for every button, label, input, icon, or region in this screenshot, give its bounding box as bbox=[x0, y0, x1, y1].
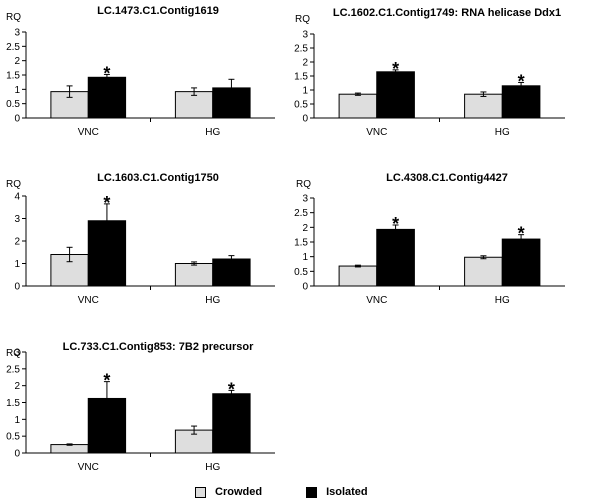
y-tick-label: 1 bbox=[302, 86, 308, 97]
y-tick-label: 1.5 bbox=[6, 71, 20, 82]
y-axis-label: RQ bbox=[6, 12, 21, 23]
category-label: VNC bbox=[78, 295, 99, 306]
y-tick-label: 2.5 bbox=[6, 42, 20, 53]
y-tick-label: 1 bbox=[14, 259, 20, 270]
bar-crowded bbox=[464, 93, 503, 119]
significance-star: * bbox=[103, 193, 110, 213]
y-tick-label: 3 bbox=[14, 214, 20, 225]
chart-title: LC.733.C1.Contig853: 7B2 precursor bbox=[63, 341, 254, 353]
y-tick-label: 0 bbox=[302, 282, 308, 293]
legend-swatch-crowded bbox=[195, 486, 206, 498]
significance-star: * bbox=[518, 224, 525, 244]
legend-item-isolated: Isolated bbox=[306, 486, 368, 498]
category-label: HG bbox=[205, 462, 220, 473]
category-label: HG bbox=[205, 127, 220, 138]
y-tick-label: 0.5 bbox=[294, 100, 308, 111]
y-tick-label: 0 bbox=[14, 282, 20, 293]
bar-crowded bbox=[174, 91, 214, 119]
y-tick-label: 1 bbox=[14, 415, 20, 426]
y-tick-label: 3 bbox=[302, 194, 308, 205]
legend-label-isolated: Isolated bbox=[326, 486, 368, 498]
y-tick-label: 0 bbox=[302, 114, 308, 125]
y-tick-label: 3 bbox=[14, 28, 20, 39]
legend-item-crowded: Crowded bbox=[195, 486, 262, 498]
bar-crowded bbox=[50, 444, 89, 454]
significance-star: * bbox=[518, 71, 525, 91]
bar-isolated bbox=[501, 85, 541, 119]
y-tick-label: 1 bbox=[302, 252, 308, 263]
category-label: VNC bbox=[78, 462, 99, 473]
bar-isolated bbox=[376, 228, 415, 287]
bar-isolated bbox=[87, 76, 127, 119]
significance-star: * bbox=[392, 59, 399, 79]
y-tick-label: 1 bbox=[14, 85, 20, 96]
y-tick-label: 0.5 bbox=[6, 432, 20, 443]
y-tick-label: 1.5 bbox=[6, 398, 20, 409]
y-tick-label: 0 bbox=[14, 114, 20, 125]
y-tick-label: 0.5 bbox=[294, 267, 308, 278]
category-label: VNC bbox=[366, 127, 387, 138]
chart-title: LC.1603.C1.Contig1750 bbox=[97, 172, 219, 184]
category-label: VNC bbox=[366, 295, 387, 306]
bar-crowded bbox=[174, 263, 214, 287]
y-tick-label: 0 bbox=[14, 449, 20, 460]
y-tick-label: 2.5 bbox=[294, 44, 308, 55]
y-tick-label: 3 bbox=[14, 348, 20, 359]
significance-star: * bbox=[392, 214, 399, 234]
significance-star: * bbox=[103, 371, 110, 391]
y-tick-label: 3 bbox=[302, 30, 308, 41]
y-axis-label: RQ bbox=[296, 179, 311, 190]
bar-isolated bbox=[212, 258, 251, 287]
y-tick-label: 4 bbox=[14, 192, 20, 203]
y-tick-label: 0.5 bbox=[6, 99, 20, 110]
category-label: VNC bbox=[78, 127, 99, 138]
legend-swatch-isolated bbox=[306, 486, 318, 498]
y-axis-label: RQ bbox=[295, 14, 310, 25]
legend: Crowded Isolated bbox=[195, 485, 412, 499]
y-tick-label: 2 bbox=[302, 223, 308, 234]
y-tick-label: 2 bbox=[14, 237, 20, 248]
bar-crowded bbox=[338, 93, 378, 119]
significance-star: * bbox=[228, 379, 235, 399]
y-tick-label: 2.5 bbox=[6, 364, 20, 375]
y-tick-label: 1.5 bbox=[294, 238, 308, 249]
y-tick-label: 1.5 bbox=[294, 72, 308, 83]
bar-isolated bbox=[501, 238, 541, 287]
category-label: HG bbox=[495, 295, 510, 306]
y-tick-label: 2 bbox=[14, 56, 20, 67]
y-axis-label: RQ bbox=[6, 179, 21, 190]
y-tick-label: 2 bbox=[302, 58, 308, 69]
y-axis-label: RQ bbox=[6, 348, 21, 359]
legend-label-crowded: Crowded bbox=[215, 486, 263, 498]
y-tick-label: 2 bbox=[14, 381, 20, 392]
chart-title: LC.1473.C1.Contig1619 bbox=[97, 5, 219, 17]
bar-crowded bbox=[464, 256, 503, 287]
bar-isolated bbox=[212, 393, 251, 454]
significance-star: * bbox=[103, 63, 110, 83]
category-label: HG bbox=[495, 127, 510, 138]
bar-crowded bbox=[338, 265, 378, 287]
y-tick-label: 2.5 bbox=[294, 208, 308, 219]
chart-title: LC.4308.C1.Contig4427 bbox=[386, 172, 508, 184]
category-label: HG bbox=[205, 295, 220, 306]
chart-title: LC.1602.C1.Contig1749: RNA helicase Ddx1 bbox=[333, 7, 561, 19]
